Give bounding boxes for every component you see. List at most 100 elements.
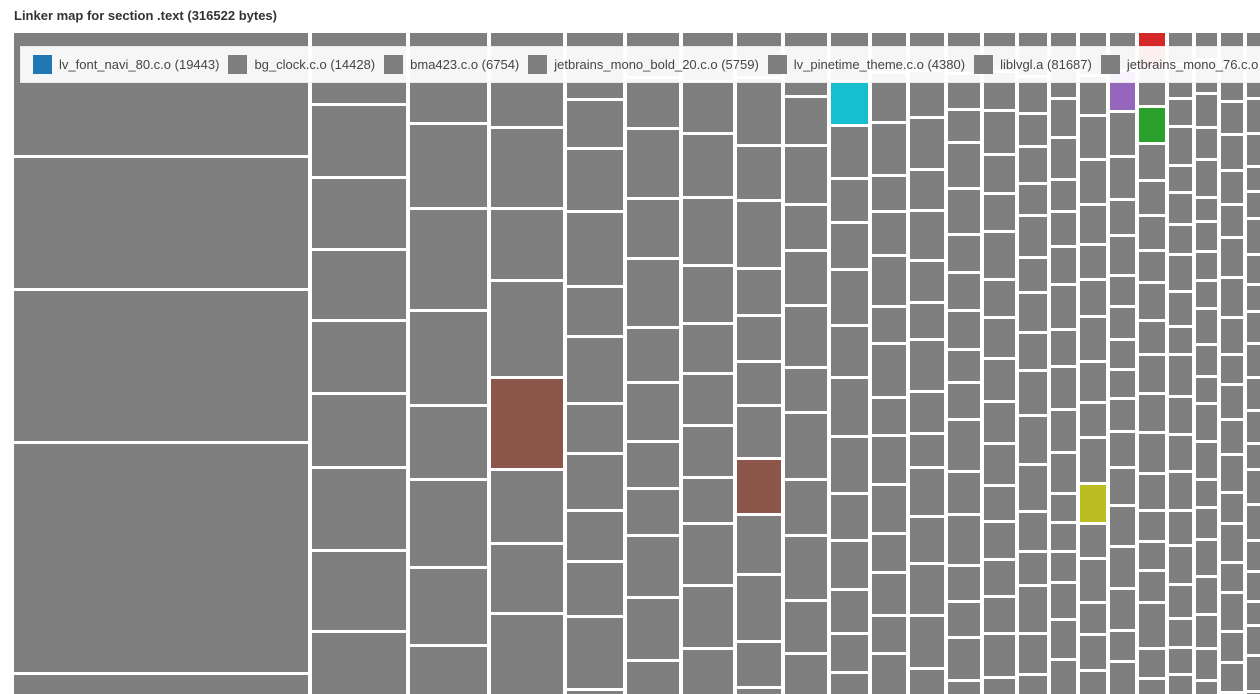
treemap-cell-highlight[interactable] [491, 379, 563, 468]
treemap-cell[interactable] [785, 206, 827, 249]
treemap-cell[interactable] [910, 171, 944, 209]
treemap-cell[interactable] [1196, 161, 1217, 196]
treemap-cell[interactable] [567, 101, 623, 147]
treemap-cell[interactable] [948, 111, 980, 141]
treemap-cell[interactable] [1139, 434, 1165, 472]
treemap-cell[interactable] [1051, 100, 1076, 136]
treemap-cell[interactable] [984, 561, 1015, 595]
treemap-cell[interactable] [567, 512, 623, 560]
treemap-cell[interactable] [1139, 604, 1165, 647]
treemap-cell[interactable] [831, 180, 868, 221]
treemap-cell[interactable] [737, 147, 781, 199]
treemap-cell[interactable] [627, 130, 679, 197]
treemap-cell[interactable] [567, 691, 623, 694]
treemap-cell[interactable] [1080, 161, 1106, 203]
treemap-cell[interactable] [737, 79, 781, 144]
treemap-cell[interactable] [1221, 664, 1243, 691]
treemap-cell[interactable] [1196, 129, 1217, 158]
treemap-cell[interactable] [312, 251, 406, 319]
treemap-cell[interactable] [984, 598, 1015, 632]
treemap-cell[interactable] [1110, 507, 1135, 545]
treemap-cell[interactable] [1169, 620, 1192, 646]
treemap-cell[interactable] [984, 403, 1015, 442]
treemap-cell[interactable] [1169, 194, 1192, 223]
treemap-cell[interactable] [1139, 217, 1165, 249]
treemap-cell[interactable] [1080, 206, 1106, 243]
treemap-cell[interactable] [831, 674, 868, 694]
treemap-cell[interactable] [1169, 676, 1192, 694]
treemap-cell[interactable] [831, 271, 868, 324]
treemap-cell[interactable] [14, 444, 308, 672]
treemap-cell[interactable] [1221, 206, 1243, 236]
treemap-cell[interactable] [1080, 439, 1106, 482]
treemap-cell[interactable] [14, 158, 308, 288]
treemap-cell[interactable] [1051, 524, 1076, 550]
treemap-cell[interactable] [1247, 542, 1260, 570]
treemap-cell[interactable] [1110, 341, 1135, 368]
treemap-cell[interactable] [1169, 436, 1192, 470]
treemap-cell[interactable] [1110, 308, 1135, 338]
treemap-cell[interactable] [1139, 145, 1165, 179]
treemap-cell[interactable] [910, 565, 944, 614]
treemap-cell[interactable] [984, 635, 1015, 676]
treemap-cell[interactable] [1247, 445, 1260, 468]
treemap-cell[interactable] [1019, 148, 1047, 182]
treemap-cell[interactable] [1196, 682, 1217, 694]
treemap-cell[interactable] [1169, 100, 1192, 125]
treemap-cell[interactable] [312, 106, 406, 176]
treemap-cell[interactable] [984, 281, 1015, 316]
treemap-cell[interactable] [1110, 158, 1135, 198]
treemap-cell[interactable] [683, 135, 733, 196]
treemap-cell[interactable] [491, 615, 563, 694]
treemap-cell[interactable] [410, 569, 487, 644]
treemap-cell[interactable] [410, 210, 487, 309]
treemap-cell[interactable] [1196, 95, 1217, 126]
treemap-cell[interactable] [1196, 310, 1217, 343]
treemap-cell[interactable] [984, 233, 1015, 278]
treemap-cell[interactable] [410, 481, 487, 566]
treemap-cell[interactable] [1139, 512, 1165, 540]
treemap-cell[interactable] [1051, 368, 1076, 408]
treemap-cell[interactable] [910, 262, 944, 301]
treemap-cell[interactable] [567, 288, 623, 335]
treemap-cell[interactable] [737, 576, 781, 640]
treemap-cell[interactable] [1139, 680, 1165, 694]
treemap-cell[interactable] [1247, 193, 1260, 217]
treemap-cell[interactable] [1019, 553, 1047, 584]
treemap-cell[interactable] [627, 384, 679, 440]
treemap-cell[interactable] [312, 469, 406, 549]
treemap-cell[interactable] [1080, 404, 1106, 436]
treemap-cell[interactable] [984, 679, 1015, 694]
treemap-cell[interactable] [948, 351, 980, 381]
treemap-cell[interactable] [984, 319, 1015, 357]
treemap-cell[interactable] [1051, 331, 1076, 365]
treemap-cell[interactable] [1080, 672, 1106, 694]
treemap-cell[interactable] [1196, 443, 1217, 478]
treemap-cell[interactable] [1139, 650, 1165, 677]
treemap-cell[interactable] [410, 312, 487, 404]
treemap-cell[interactable] [1247, 573, 1260, 600]
treemap-cell[interactable] [1051, 248, 1076, 283]
treemap-cell[interactable] [1221, 494, 1243, 522]
treemap-cell[interactable] [1169, 547, 1192, 583]
treemap-cell[interactable] [1247, 313, 1260, 342]
treemap-cell[interactable] [831, 127, 868, 177]
treemap-cell[interactable] [1110, 632, 1135, 660]
treemap-cell[interactable] [737, 317, 781, 360]
treemap-cell[interactable] [910, 393, 944, 432]
treemap-cell[interactable] [872, 213, 906, 254]
treemap-cell[interactable] [627, 260, 679, 326]
treemap-cell[interactable] [627, 537, 679, 596]
treemap-cell[interactable] [984, 360, 1015, 400]
treemap-cell[interactable] [1019, 78, 1047, 112]
treemap-cell[interactable] [984, 156, 1015, 192]
treemap-cell[interactable] [1169, 256, 1192, 290]
treemap-cell[interactable] [1051, 181, 1076, 210]
treemap-cell[interactable] [872, 257, 906, 305]
treemap-cell[interactable] [1221, 239, 1243, 276]
treemap-cell[interactable] [1019, 259, 1047, 291]
treemap-cell[interactable] [1196, 509, 1217, 538]
treemap-cell[interactable] [1221, 386, 1243, 418]
treemap-cell[interactable] [831, 379, 868, 435]
treemap-cell[interactable] [910, 435, 944, 466]
